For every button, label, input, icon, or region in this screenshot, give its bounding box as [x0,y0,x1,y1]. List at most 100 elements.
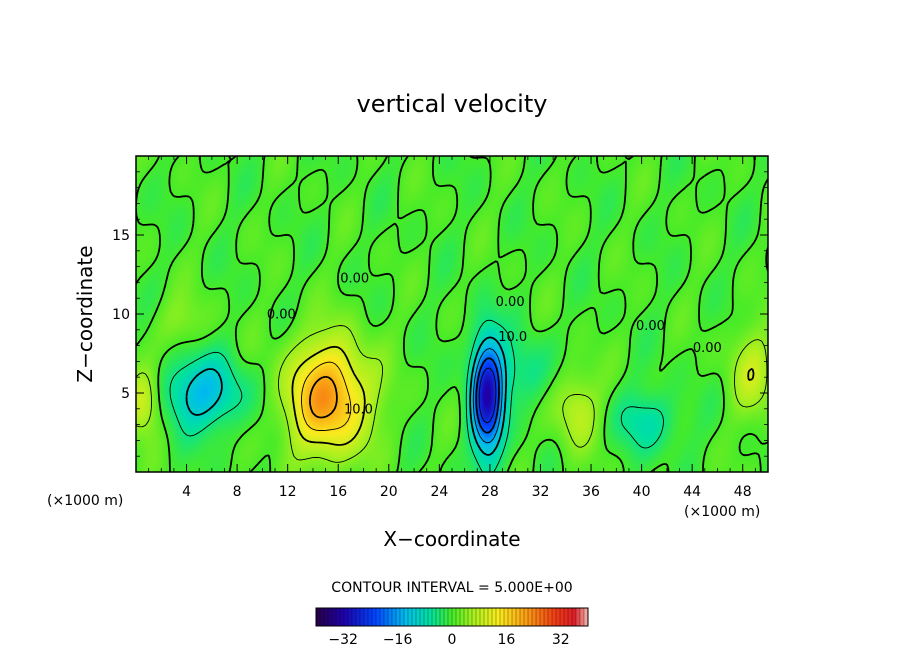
contour-label: 0.00 [693,341,722,356]
contour-line-level-neg25 [478,367,497,424]
x-tick-label: 28 [481,484,499,500]
colorbar-segment [535,607,541,627]
contour-label: 0.00 [340,271,369,286]
colorbar-segment [515,607,521,627]
x-tick-label: 44 [683,484,701,500]
contour-line-level-neg20 [475,357,500,434]
colorbar-segment [575,607,581,627]
contour-line-level-5 [136,325,768,463]
colorbar-frame [315,607,589,627]
y-tick-label: 5 [121,386,130,402]
colorbar-segment [359,607,365,627]
colorbar-segment [467,607,473,627]
contour-label: 0.00 [267,308,296,323]
x-tick-label: 16 [329,484,347,500]
x-unit-label-left: (×1000 m) [47,493,123,509]
colorbar-segment [403,607,409,627]
colorbar-segment [451,607,457,627]
colorbar-segment [547,607,553,627]
colorbar-segment [531,607,537,627]
x-tick-label: 48 [734,484,752,500]
colorbar-tick-label: 0 [448,632,457,648]
contour-line-level-15 [301,361,352,431]
colorbar [315,607,589,627]
colorbar-segment [395,607,401,627]
colorbar-segment [371,607,377,627]
colorbar-segment [551,607,557,627]
contour-line-level-neg10 [185,336,507,456]
colorbar-segment [435,607,441,627]
colorbar-segment [499,607,505,627]
colorbar-segment [323,607,329,627]
y-axis-label: Z−coordinate [73,245,97,382]
colorbar-segment [363,607,369,627]
colorbar-segment [399,607,405,627]
colorbar-segment [495,607,501,627]
colorbar-segment [483,607,489,627]
colorbar-segment [431,607,437,627]
x-tick-label: 36 [582,484,600,500]
y-axis-ticks: 5 10 15 [112,171,768,457]
colorbar-segment [415,607,421,627]
contour-line-level-20 [309,375,338,419]
colorbar-segment [503,607,509,627]
colorbar-segment [375,607,381,627]
colorbar-segment [387,607,393,627]
contour-line-level-neg5 [169,319,664,472]
colorbar-segment [315,607,321,627]
colorbar-segment [579,607,585,627]
colorbar-segment [455,607,461,627]
colorbar-segment [571,607,577,627]
colorbar-segment [439,607,445,627]
x-axis-ticks: 4 8 12 16 20 24 28 32 36 40 44 48 [148,156,756,500]
contour-label: 10.0 [498,330,527,345]
colorbar-segment [347,607,353,627]
colorbar-segment [523,607,529,627]
x-tick-label: 40 [633,484,651,500]
colorbar-segment [339,607,345,627]
colorbar-segment [559,607,565,627]
x-tick-label: 24 [430,484,448,500]
x-axis-label: X−coordinate [383,527,520,551]
colorbar-segment [567,607,573,627]
colorbar-segment [355,607,361,627]
colorbar-segment [539,607,545,627]
x-tick-label: 32 [532,484,550,500]
contour-labels: 10.0 10.0 0.00 0.00 0.00 0.00 0.00 [267,271,722,417]
chart-title: vertical velocity [357,90,548,118]
colorbar-segment [459,607,465,627]
colorbar-segment [507,607,513,627]
colorbar-segment [379,607,385,627]
contour-line-level-neg15 [472,348,503,444]
colorbar-tick-label: −32 [328,632,358,648]
colorbar-ticks: −32 −16 0 16 32 [328,632,569,648]
colorbar-segment [411,607,417,627]
colorbar-segment [527,607,533,627]
colorbar-segment [519,607,525,627]
contour-line-level-0 [136,156,768,472]
x-tick-label: 4 [182,484,191,500]
contour-field [136,156,768,472]
contour-interval-label: CONTOUR INTERVAL = 5.000E+00 [331,580,572,596]
colorbar-segment [327,607,333,627]
contour-line-level-10 [291,345,755,446]
y-tick-label: 10 [112,307,130,323]
colorbar-segment [343,607,349,627]
colorbar-segment [555,607,561,627]
x-tick-label: 12 [279,484,297,500]
colorbar-segment [331,607,337,627]
contour-label: 0.00 [496,295,525,310]
contour-fill-image [136,156,768,472]
colorbar-segment [351,607,357,627]
colorbar-segment [511,607,517,627]
colorbar-segment [479,607,485,627]
colorbar-segment [447,607,453,627]
contour-label: 10.0 [344,403,373,418]
contour-label: 0.00 [636,319,665,334]
colorbar-tick-label: 16 [497,632,515,648]
colorbar-segment [443,607,449,627]
y-tick-label: 15 [112,228,130,244]
colorbar-segment [427,607,433,627]
colorbar-segment [367,607,373,627]
